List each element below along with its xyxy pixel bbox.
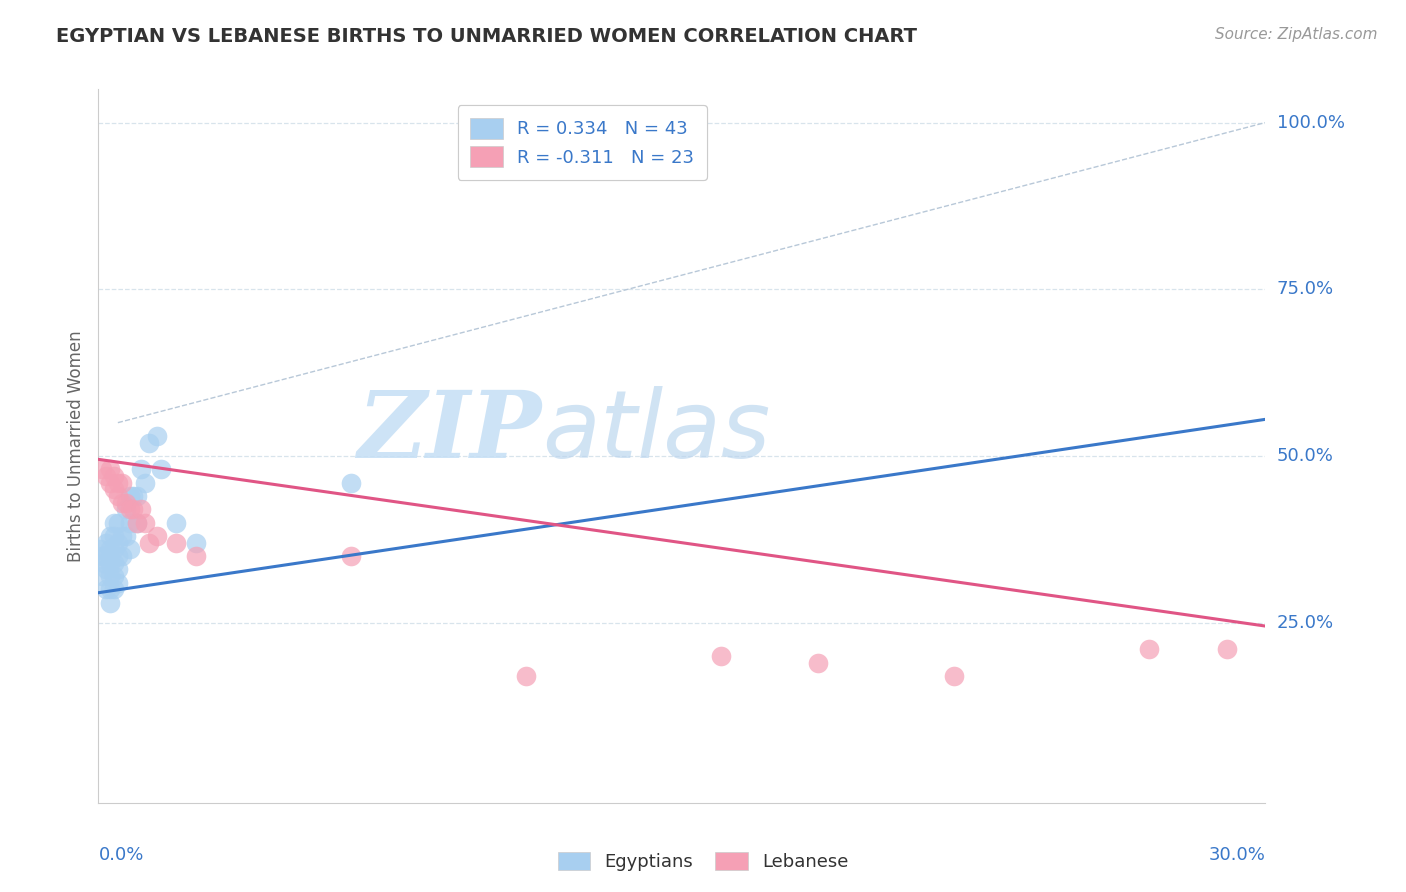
Point bbox=[118, 489, 141, 503]
Point bbox=[1137, 642, 1160, 657]
Point bbox=[103, 516, 125, 530]
Point bbox=[138, 535, 160, 549]
Point bbox=[107, 489, 129, 503]
Point bbox=[98, 462, 121, 476]
Text: EGYPTIAN VS LEBANESE BIRTHS TO UNMARRIED WOMEN CORRELATION CHART: EGYPTIAN VS LEBANESE BIRTHS TO UNMARRIED… bbox=[56, 27, 917, 45]
Point bbox=[93, 556, 115, 570]
Point bbox=[98, 569, 121, 583]
Point bbox=[107, 549, 129, 563]
Point bbox=[943, 669, 966, 683]
Point bbox=[515, 669, 537, 683]
Point bbox=[103, 582, 125, 597]
Point bbox=[91, 462, 114, 476]
Point bbox=[138, 435, 160, 450]
Point bbox=[127, 516, 149, 530]
Point bbox=[103, 529, 125, 543]
Point bbox=[98, 582, 121, 597]
Point bbox=[111, 475, 134, 490]
Legend: R = 0.334   N = 43, R = -0.311   N = 23: R = 0.334 N = 43, R = -0.311 N = 23 bbox=[457, 105, 707, 179]
Point bbox=[127, 489, 149, 503]
Text: 0.0%: 0.0% bbox=[98, 846, 143, 863]
Point bbox=[107, 516, 129, 530]
Point bbox=[107, 562, 129, 576]
Point bbox=[98, 556, 121, 570]
Point bbox=[184, 549, 207, 563]
Point bbox=[129, 502, 152, 516]
Point bbox=[111, 529, 134, 543]
Point bbox=[98, 529, 121, 543]
Point bbox=[118, 516, 141, 530]
Point bbox=[807, 656, 830, 670]
Point bbox=[118, 542, 141, 557]
Point bbox=[340, 549, 363, 563]
Point bbox=[98, 596, 121, 610]
Point bbox=[114, 529, 136, 543]
Point bbox=[96, 469, 118, 483]
Point bbox=[96, 549, 118, 563]
Point bbox=[111, 549, 134, 563]
Point bbox=[134, 475, 156, 490]
Text: 100.0%: 100.0% bbox=[1277, 113, 1344, 131]
Text: atlas: atlas bbox=[541, 386, 770, 477]
Point bbox=[107, 575, 129, 590]
Text: 50.0%: 50.0% bbox=[1277, 447, 1333, 465]
Point bbox=[340, 475, 363, 490]
Text: 30.0%: 30.0% bbox=[1209, 846, 1265, 863]
Text: ZIP: ZIP bbox=[357, 387, 541, 476]
Point bbox=[127, 516, 149, 530]
Y-axis label: Births to Unmarried Women: Births to Unmarried Women bbox=[66, 330, 84, 562]
Point bbox=[1215, 642, 1237, 657]
Text: 75.0%: 75.0% bbox=[1277, 280, 1334, 298]
Point bbox=[122, 502, 145, 516]
Point bbox=[146, 429, 169, 443]
Point bbox=[98, 475, 121, 490]
Point bbox=[149, 462, 172, 476]
Point bbox=[107, 535, 129, 549]
Point bbox=[103, 569, 125, 583]
Point bbox=[146, 529, 169, 543]
Point bbox=[710, 649, 733, 664]
Point bbox=[103, 542, 125, 557]
Point bbox=[129, 462, 152, 476]
Point bbox=[118, 502, 141, 516]
Legend: Egyptians, Lebanese: Egyptians, Lebanese bbox=[550, 845, 856, 879]
Text: 25.0%: 25.0% bbox=[1277, 614, 1334, 632]
Point bbox=[91, 569, 114, 583]
Point bbox=[96, 562, 118, 576]
Point bbox=[103, 469, 125, 483]
Text: Source: ZipAtlas.com: Source: ZipAtlas.com bbox=[1215, 27, 1378, 42]
Point bbox=[111, 496, 134, 510]
Point bbox=[96, 535, 118, 549]
Point bbox=[96, 582, 118, 597]
Point bbox=[103, 483, 125, 497]
Point bbox=[165, 516, 187, 530]
Point bbox=[91, 549, 114, 563]
Point bbox=[89, 542, 111, 557]
Point bbox=[184, 535, 207, 549]
Point bbox=[122, 489, 145, 503]
Point bbox=[165, 535, 187, 549]
Point bbox=[98, 542, 121, 557]
Point bbox=[134, 516, 156, 530]
Point bbox=[107, 475, 129, 490]
Point bbox=[114, 502, 136, 516]
Point bbox=[114, 496, 136, 510]
Point bbox=[103, 556, 125, 570]
